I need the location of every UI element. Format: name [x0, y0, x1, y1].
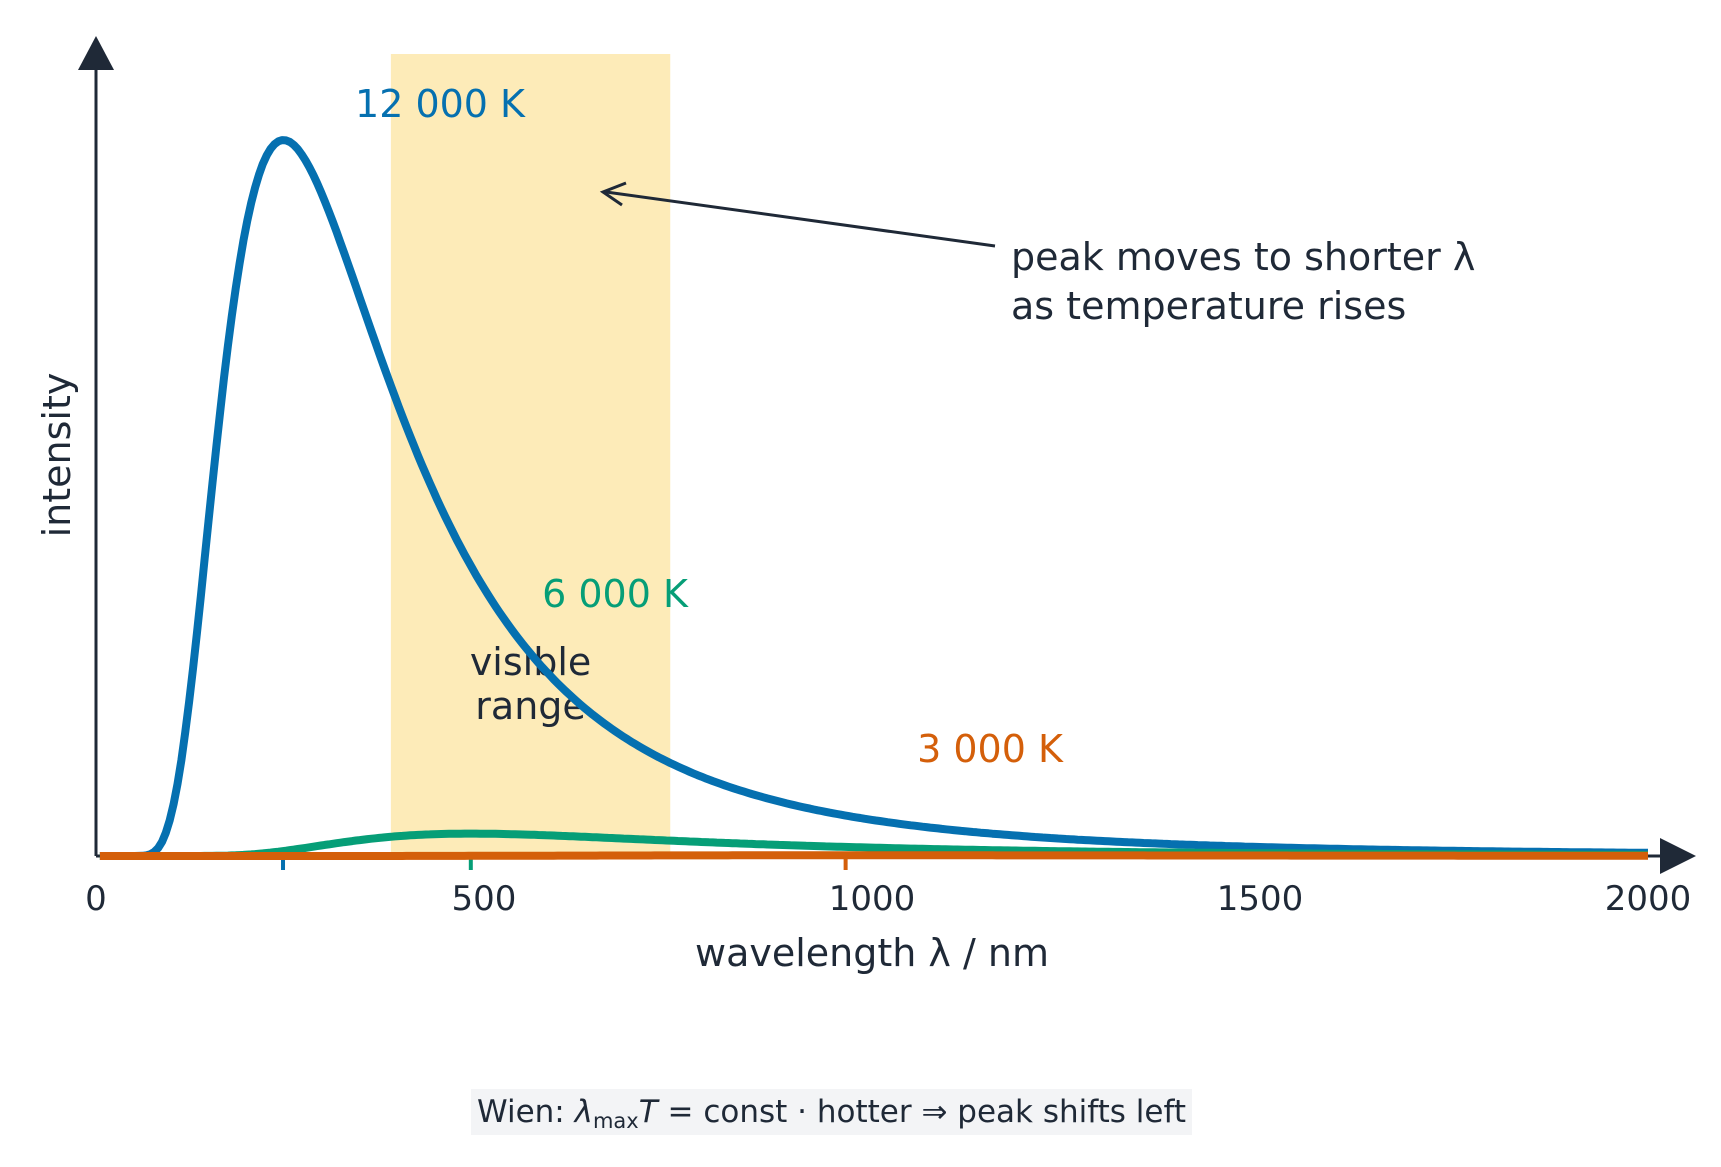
y-axis-arrow-icon [78, 36, 114, 70]
x-tick-label: 0 [85, 879, 107, 919]
annotation-text: peak moves to shorter λ [1011, 235, 1475, 279]
annotation-text: as temperature rises [1011, 284, 1406, 328]
x-axis-arrow-icon [1660, 838, 1696, 874]
x-tick-label: 500 [452, 879, 517, 919]
annotation-arrow [605, 190, 996, 248]
series-label: 3 000 K [917, 727, 1064, 771]
x-axis-title: wavelength λ / nm [695, 931, 1049, 975]
x-tick-label: 2000 [1605, 879, 1692, 919]
arrow-head-icon [599, 181, 627, 207]
series-label: 6 000 K [542, 572, 689, 616]
x-tick-label: 1500 [1217, 879, 1304, 919]
series-line [99, 851, 1649, 860]
wien-law-caption: Wien: λmaxT = const · hotter ⇒ peak shif… [471, 1089, 1193, 1135]
x-tick-label: 1000 [829, 879, 916, 919]
series-line [99, 136, 1649, 860]
visible-range-band [390, 54, 671, 856]
y-axis-title: intensity [35, 373, 79, 538]
series-label: 12 000 K [355, 82, 526, 126]
visible-range-label: visible [470, 640, 591, 684]
